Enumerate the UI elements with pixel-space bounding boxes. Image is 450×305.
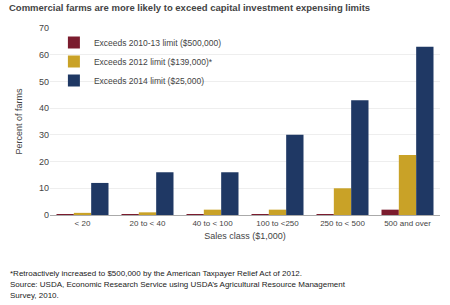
svg-text:Survey, 2010.: Survey, 2010.: [10, 291, 59, 300]
svg-text:30: 30: [39, 130, 49, 140]
svg-text:20 to < 40: 20 to < 40: [130, 219, 166, 228]
svg-text:40: 40: [39, 103, 49, 113]
svg-text:Sales class ($1,000): Sales class ($1,000): [204, 231, 286, 241]
svg-text:100 to <250: 100 to <250: [256, 219, 299, 228]
svg-text:Exceeds 2010-13 limit ($500,00: Exceeds 2010-13 limit ($500,000): [94, 38, 221, 48]
svg-text:60: 60: [39, 50, 49, 60]
svg-text:500 and over: 500 and over: [384, 219, 431, 228]
svg-text:Exceeds 2012 limit ($139,000)*: Exceeds 2012 limit ($139,000)*: [94, 57, 213, 67]
svg-text:Exceeds 2014 limit ($25,000): Exceeds 2014 limit ($25,000): [94, 76, 204, 86]
svg-text:250 to < 500: 250 to < 500: [320, 219, 365, 228]
svg-text:Source: USDA, Economic Researc: Source: USDA, Economic Research Service …: [10, 280, 346, 289]
svg-text:Percent of farms: Percent of farms: [14, 88, 24, 155]
svg-text:0: 0: [44, 210, 49, 220]
svg-text:10: 10: [39, 183, 49, 193]
svg-text:Commercial farms are more like: Commercial farms are more likely to exce…: [9, 2, 370, 13]
svg-text:50: 50: [39, 77, 49, 87]
svg-text:20: 20: [39, 157, 49, 167]
svg-text:*Retroactively increased to $5: *Retroactively increased to $500,000 by …: [10, 269, 302, 278]
svg-text:40 to < 100: 40 to < 100: [192, 219, 233, 228]
svg-text:70: 70: [39, 23, 49, 33]
svg-text:< 20: < 20: [75, 219, 91, 228]
